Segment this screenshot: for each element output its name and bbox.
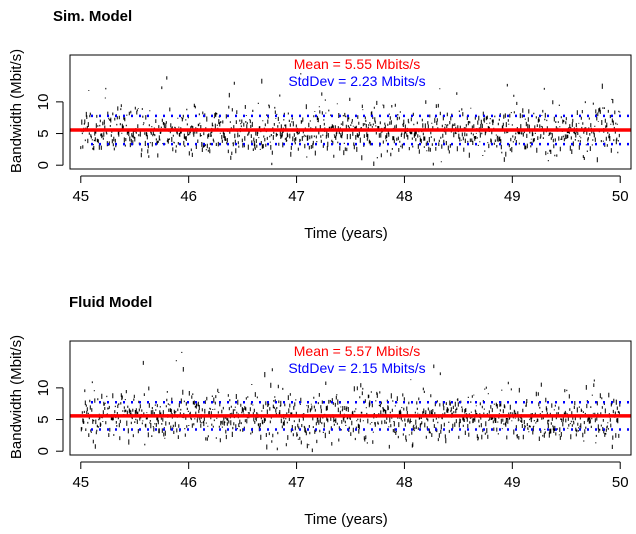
x-tick-label: 47	[288, 474, 305, 491]
x-tick-label: 50	[612, 474, 629, 491]
x-axis-label: Time (years)	[304, 511, 388, 528]
y-tick-label: 10	[35, 380, 52, 397]
x-tick-label: 50	[612, 188, 629, 205]
mean-annotation: Mean = 5.57 Mbits/s	[294, 343, 420, 359]
x-axis: 45 46 47 48 49 50	[72, 461, 629, 491]
x-tick-label: 45	[72, 474, 89, 491]
y-tick-label: 5	[35, 415, 52, 423]
x-tick-label: 48	[396, 474, 413, 491]
chart-title: Fluid Model	[69, 294, 152, 311]
y-tick-label: 5	[35, 129, 52, 137]
plot-frame	[69, 54, 632, 170]
x-axis-label: Time (years)	[304, 225, 388, 242]
x-tick-label: 45	[72, 188, 89, 205]
y-axis-label: Bandwidth (Mbit/s)	[8, 335, 25, 459]
x-tick-label: 49	[504, 474, 521, 491]
y-axis: 0 5 10	[35, 94, 64, 169]
stddev-annotation: StdDev = 2.23 Mbits/s	[288, 73, 425, 89]
x-tick-label: 46	[180, 188, 197, 205]
data-trace	[80, 73, 621, 166]
plot-frame	[69, 340, 632, 456]
mean-annotation: Mean = 5.55 Mbits/s	[294, 56, 420, 72]
chart-title: Sim. Model	[53, 8, 132, 25]
x-tick-label: 46	[180, 474, 197, 491]
y-tick-label: 0	[35, 447, 52, 455]
x-tick-label: 48	[396, 188, 413, 205]
panel-fluid-model: Fluid Model Mean = 5.57 Mbits/s StdDev =…	[8, 294, 632, 528]
data-series	[80, 73, 621, 166]
x-tick-label: 47	[288, 188, 305, 205]
y-tick-label: 0	[35, 161, 52, 169]
y-tick-label: 10	[35, 94, 52, 111]
y-axis: 0 5 10	[35, 380, 64, 455]
stddev-annotation: StdDev = 2.15 Mbits/s	[288, 360, 425, 376]
x-axis: 45 46 47 48 49 50	[72, 175, 629, 205]
panel-sim-model: Sim. Model Mean = 5.55 Mbits/s StdDev = …	[8, 8, 632, 242]
x-tick-label: 49	[504, 188, 521, 205]
y-axis-label: Bandwidth (Mbit/s)	[8, 49, 25, 173]
